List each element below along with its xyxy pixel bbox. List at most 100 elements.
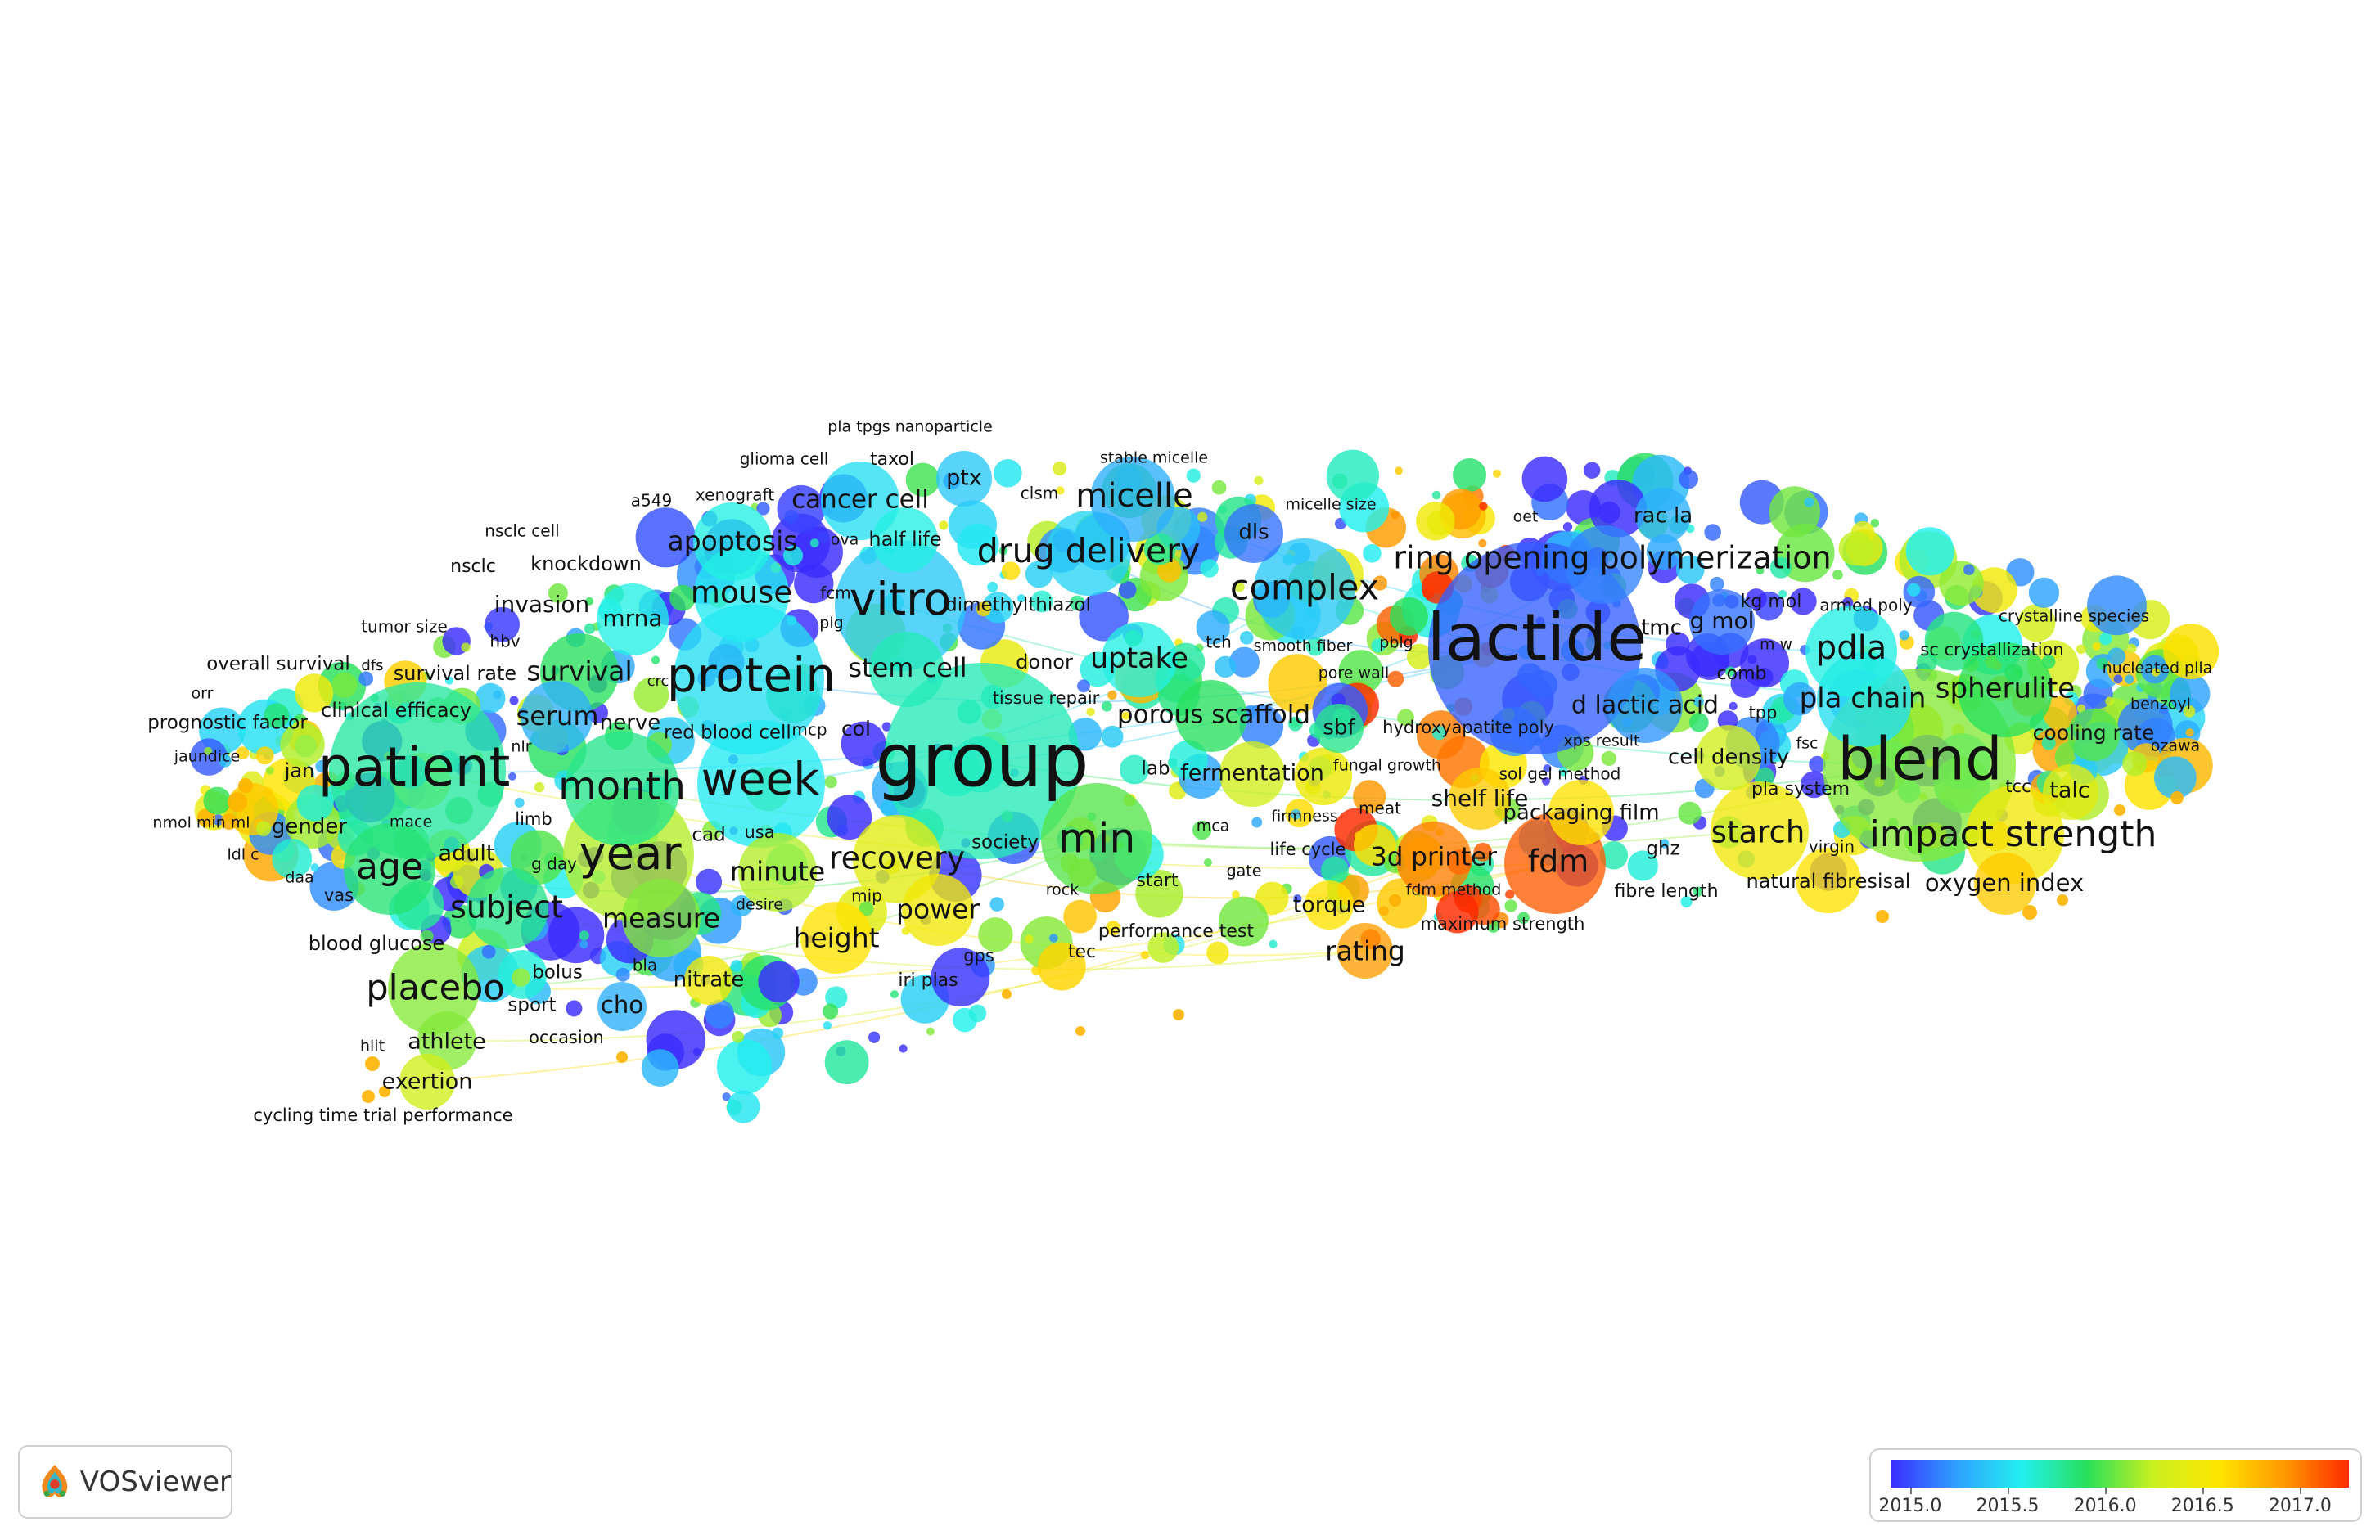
node-label[interactable]: gender (272, 815, 347, 840)
node-label[interactable]: year (579, 827, 683, 880)
node-label[interactable]: bolus (532, 962, 583, 984)
node-label[interactable]: pla chain (1800, 682, 1927, 715)
node-label[interactable]: cycling time trial performance (253, 1105, 512, 1125)
node-label[interactable]: g day (531, 854, 577, 874)
node-label[interactable]: oxygen index (1925, 869, 2084, 897)
node-label[interactable]: crystalline species (1999, 606, 2149, 626)
node-label[interactable]: micelle (1075, 477, 1193, 515)
node-label[interactable]: armed poly (1819, 596, 1912, 615)
node-label[interactable]: d lactic acid (1571, 691, 1719, 720)
node-label[interactable]: vitro (850, 573, 951, 625)
node-label[interactable]: drug delivery (977, 531, 1201, 570)
node-label[interactable]: minute (730, 856, 825, 888)
node-label[interactable]: nitrate (674, 968, 745, 993)
node-label[interactable]: lab (1141, 759, 1170, 780)
node-label[interactable]: start (1136, 871, 1179, 891)
node-label[interactable]: apoptosis (668, 525, 798, 557)
node-label[interactable]: performance test (1098, 921, 1255, 942)
node-label[interactable]: prognostic factor (147, 713, 308, 734)
node-label[interactable]: mouse (691, 575, 792, 610)
node-label[interactable]: shelf life (1431, 785, 1529, 812)
node-label[interactable]: kg mol (1741, 592, 1802, 612)
node-label[interactable]: fdm (1528, 844, 1589, 880)
node-label[interactable]: blend (1837, 725, 2002, 794)
node-label[interactable]: sol gel method (1499, 764, 1621, 784)
node-label[interactable]: col (841, 717, 871, 741)
node-label[interactable]: tcc (2005, 777, 2031, 796)
node-label[interactable]: cell density (1668, 745, 1789, 770)
node-label[interactable]: xps result (1564, 732, 1640, 750)
node-label[interactable]: protein (667, 647, 836, 703)
node-label[interactable]: age (356, 846, 423, 888)
node-label[interactable]: knockdown (530, 552, 642, 575)
node-label[interactable]: meat (1359, 799, 1401, 818)
node-label[interactable]: dfs (361, 657, 383, 674)
node-label[interactable]: week (701, 753, 820, 805)
node-label[interactable]: power (896, 894, 980, 925)
node-label[interactable]: tissue repair (993, 688, 1100, 708)
node-label[interactable]: serum (516, 700, 599, 732)
node-label[interactable]: nlr (511, 738, 531, 756)
node-label[interactable]: society (971, 832, 1039, 853)
node-label[interactable]: virgin (1809, 837, 1855, 857)
node-label[interactable]: g mol (1690, 607, 1755, 634)
node-label[interactable]: fsc (1796, 735, 1818, 753)
node-label[interactable]: rating (1325, 935, 1405, 967)
node-label[interactable]: clsm (1021, 484, 1058, 503)
node-label[interactable]: micelle size (1285, 496, 1376, 514)
node-label[interactable]: nmol min ml (152, 814, 250, 832)
node-label[interactable]: desire (736, 896, 783, 914)
node-label[interactable]: ring opening polymerization (1393, 540, 1831, 576)
node-label[interactable]: vas (324, 885, 354, 905)
node-label[interactable]: porous scaffold (1117, 700, 1310, 730)
node-label[interactable]: iri plas (898, 970, 958, 991)
node-label[interactable]: talc (2049, 778, 2089, 804)
node-label[interactable]: occasion (529, 1028, 604, 1047)
node-label[interactable]: athlete (408, 1029, 486, 1055)
node-label[interactable]: 3d printer (1371, 843, 1497, 872)
node-label[interactable]: subject (450, 889, 563, 925)
node-label[interactable]: month (558, 763, 686, 809)
node-label[interactable]: tch (1206, 633, 1232, 652)
node-label[interactable]: invasion (494, 591, 590, 618)
node-label[interactable]: cad (692, 825, 725, 846)
node-label[interactable]: comb (1717, 664, 1767, 684)
node-label[interactable]: ova (831, 531, 859, 549)
node-label[interactable]: hiit (360, 1038, 385, 1056)
node-label[interactable]: cancer cell (791, 485, 929, 515)
node-label[interactable]: benzoyl (2130, 696, 2191, 714)
node-label[interactable]: red blood cell (664, 723, 791, 744)
node-label[interactable]: pla system (1751, 779, 1850, 799)
node-label[interactable]: fcm (820, 583, 851, 603)
node-label[interactable]: ghz (1646, 839, 1679, 860)
node-label[interactable]: plg (819, 615, 843, 633)
node-label[interactable]: gps (963, 946, 994, 966)
node-label[interactable]: orr (192, 685, 214, 703)
node-label[interactable]: blood glucose (309, 932, 444, 955)
node-label[interactable]: dimethylthiazol (945, 595, 1091, 616)
node-label[interactable]: firmness (1271, 808, 1337, 826)
node-label[interactable]: cooling rate (2033, 721, 2155, 745)
node-label[interactable]: patient (318, 736, 511, 799)
node-label[interactable]: hbv (489, 632, 520, 651)
node-label[interactable]: impact strength (1870, 813, 2157, 855)
node-label[interactable]: taxol (870, 449, 914, 470)
node-label[interactable]: crc (647, 673, 669, 690)
node-label[interactable]: mip (851, 886, 882, 906)
node-label[interactable]: fermentation (1180, 761, 1324, 786)
node-label[interactable]: usa (744, 822, 774, 842)
node-label[interactable]: lactide (1427, 600, 1648, 676)
node-label[interactable]: life cycle (1270, 840, 1346, 859)
node-label[interactable]: tec (1068, 942, 1096, 962)
node-label[interactable]: maximum strength (1421, 914, 1585, 934)
node-label[interactable]: measure (602, 903, 720, 934)
node-label[interactable]: packaging film (1503, 801, 1659, 826)
node-label[interactable]: glioma cell (740, 449, 829, 469)
node-label[interactable]: xenograft (696, 485, 774, 505)
node-label[interactable]: sbf (1323, 716, 1355, 741)
node-label[interactable]: sport (507, 995, 556, 1016)
node-label[interactable]: sc crystallization (1920, 640, 2063, 660)
node-label[interactable]: tumor size (361, 617, 448, 637)
node-label[interactable]: rock (1046, 881, 1079, 899)
node-label[interactable]: min (1058, 815, 1135, 862)
